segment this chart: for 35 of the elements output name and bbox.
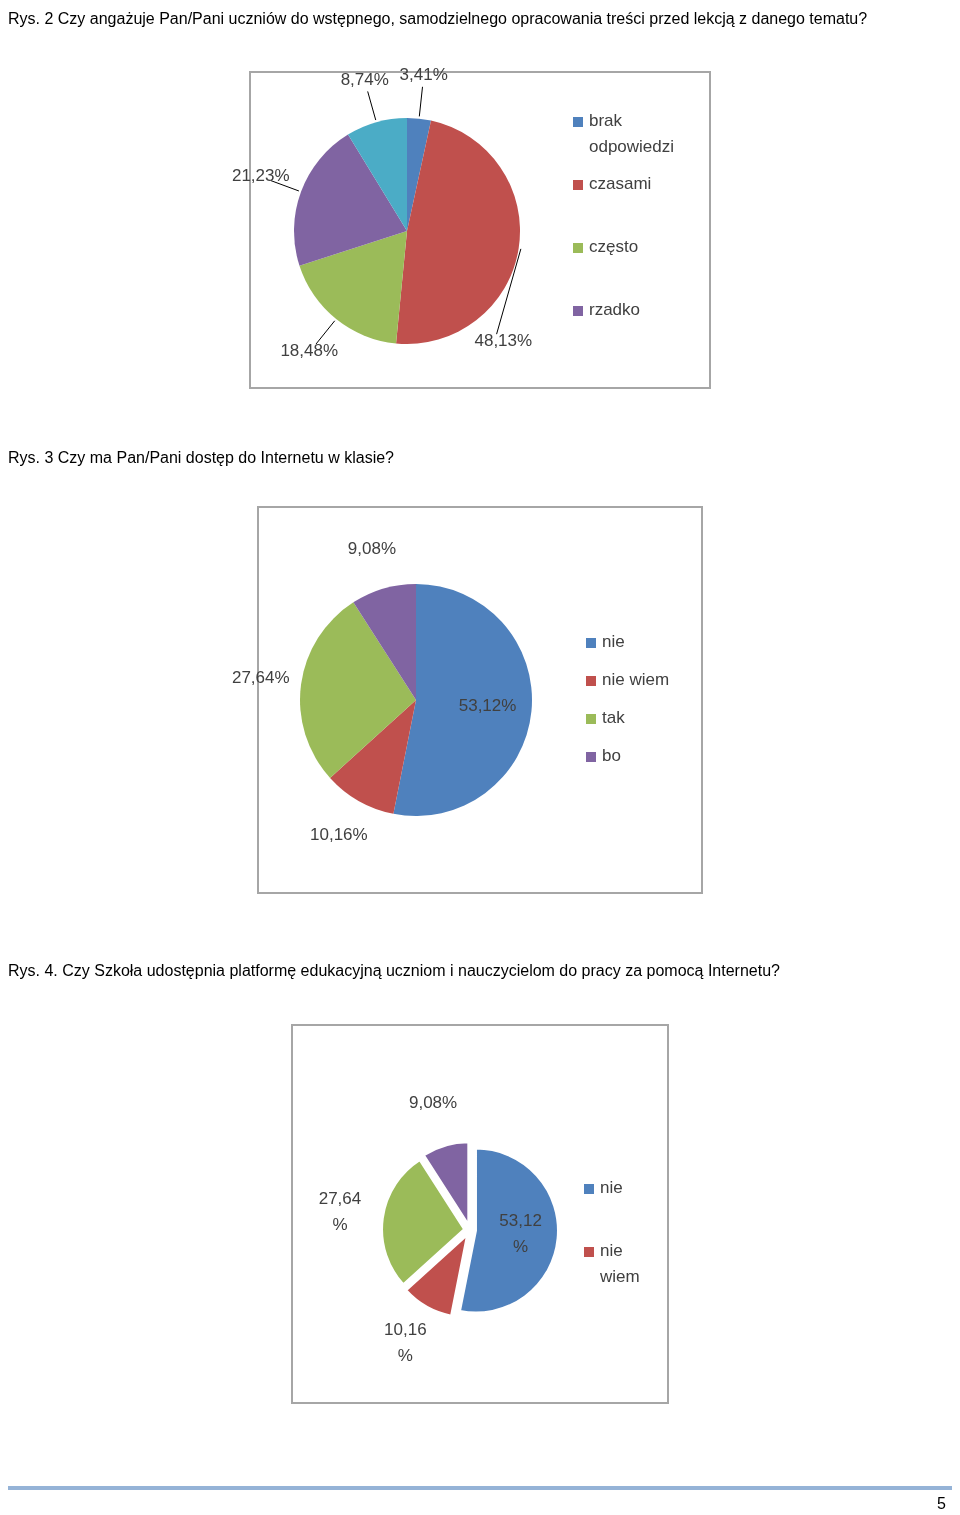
pie-slice bbox=[299, 231, 407, 344]
legend-label: czasami bbox=[589, 174, 652, 194]
pie-slice bbox=[294, 134, 407, 266]
legend-label: rzadko bbox=[589, 300, 641, 320]
legend-label: brak odpowiedzi bbox=[589, 111, 675, 157]
legend-label: nie bbox=[602, 632, 625, 652]
pie-slice bbox=[407, 118, 432, 231]
data-label: 10,16 % bbox=[384, 1320, 427, 1366]
legend-label: nie wiem bbox=[602, 670, 670, 690]
data-label: 27,64% bbox=[231, 668, 290, 688]
data-label: 8,74% bbox=[340, 70, 389, 90]
legend-label: nie bbox=[600, 1178, 623, 1198]
pie-slice bbox=[300, 602, 416, 778]
data-label: 27,64 % bbox=[318, 1189, 362, 1235]
data-label: 48,13% bbox=[474, 331, 533, 351]
data-label: 10,16% bbox=[310, 825, 368, 845]
data-label: 3,41% bbox=[399, 65, 448, 85]
pie-slice bbox=[353, 584, 416, 700]
data-label: 21,23% bbox=[231, 166, 290, 186]
legend-label: często bbox=[589, 237, 639, 257]
data-label: 9,08% bbox=[408, 1093, 458, 1113]
legend-label: tak bbox=[602, 708, 626, 728]
chart-title: Rys. 4. Czy Szkoła udostępnia platformę edukacyjną uczniom i nauczycielom do pracy za pomocą Internetu? bbox=[8, 962, 781, 980]
data-label: 18,48% bbox=[280, 341, 339, 361]
data-label: 53,12 % bbox=[499, 1211, 542, 1257]
chart-title: Rys. 2 Czy angażuje Pan/Pani uczniów do wstępnego, samodzielnego opracowania treści przed lekcją z danego tematu? bbox=[8, 10, 868, 28]
pie-slice bbox=[330, 700, 416, 814]
text: 5 bbox=[937, 1495, 947, 1513]
pie-slice bbox=[393, 584, 532, 816]
pie-slice bbox=[348, 118, 407, 231]
data-label: 53,12% bbox=[458, 696, 517, 716]
data-label: 9,08% bbox=[347, 539, 397, 559]
chart-title: Rys. 3 Czy ma Pan/Pani dostęp do Internetu w klasie? bbox=[8, 449, 395, 467]
legend-label: bo bbox=[602, 746, 621, 766]
legend-label: nie wiem bbox=[599, 1241, 640, 1287]
